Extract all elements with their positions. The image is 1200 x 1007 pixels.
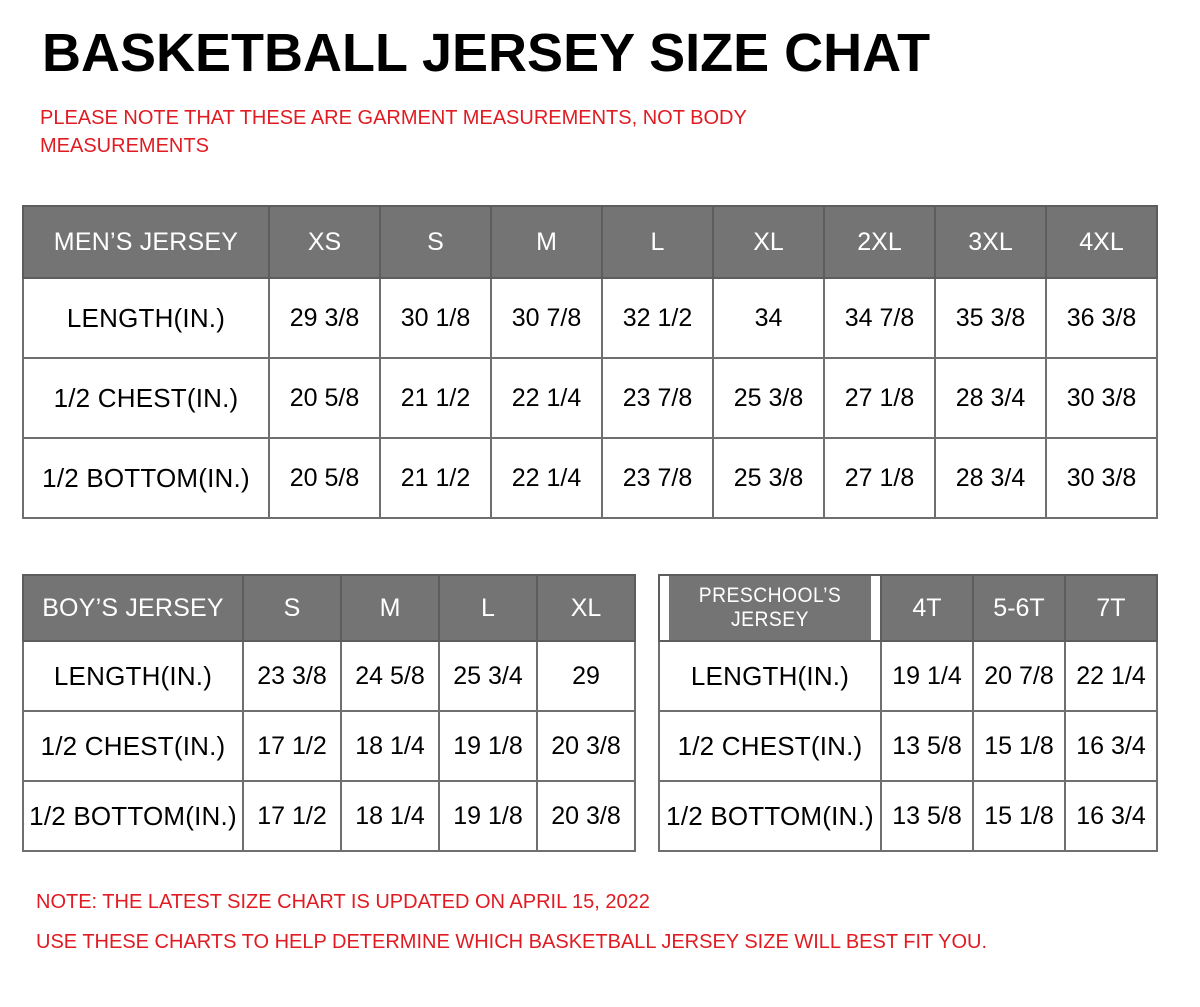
cell-length-xl: 34 [712, 277, 825, 359]
table-row: 1/2 BOTTOM(IN.) 20 5/8 21 1/2 22 1/4 23 … [22, 437, 1158, 519]
cell-bottom-m: 22 1/4 [490, 437, 603, 519]
boys-cell-length-s: 23 3/8 [242, 640, 342, 712]
preschool-column-header-5-6t: 5-6T [972, 574, 1066, 642]
cell-bottom-l: 23 7/8 [601, 437, 714, 519]
table-row: 1/2 BOTTOM(IN.) 13 5/8 15 1/8 16 3/4 [658, 780, 1158, 852]
boys-cell-bottom-s: 17 1/2 [242, 780, 342, 852]
table-row: 1/2 CHEST(IN.) 13 5/8 15 1/8 16 3/4 [658, 710, 1158, 782]
cell-length-xs: 29 3/8 [268, 277, 381, 359]
preschool-cell-bottom-7t: 16 3/4 [1064, 780, 1158, 852]
column-header-3xl: 3XL [934, 205, 1047, 279]
cell-bottom-2xl: 27 1/8 [823, 437, 936, 519]
preschool-cell-chest-4t: 13 5/8 [880, 710, 974, 782]
preschool-cell-length-5-6t: 20 7/8 [972, 640, 1066, 712]
boys-row-label-length: LENGTH(IN.) [22, 640, 244, 712]
table-header-row: BOY’S JERSEY S M L XL [22, 574, 636, 642]
cell-chest-s: 21 1/2 [379, 357, 492, 439]
cell-bottom-xs: 20 5/8 [268, 437, 381, 519]
row-label-half-chest: 1/2 CHEST(IN.) [22, 357, 270, 439]
table-row: 1/2 CHEST(IN.) 20 5/8 21 1/2 22 1/4 23 7… [22, 357, 1158, 439]
preschool-cell-length-4t: 19 1/4 [880, 640, 974, 712]
page-title: BASKETBALL JERSEY SIZE CHAT [42, 23, 931, 83]
table-header-row: MEN’S JERSEY XS S M L XL 2XL 3XL 4XL [22, 205, 1158, 279]
cell-chest-xl: 25 3/8 [712, 357, 825, 439]
boys-cell-length-xl: 29 [536, 640, 636, 712]
column-header-xs: XS [268, 205, 381, 279]
table-header-row: PRESCHOOL’S JERSEY 4T 5-6T 7T [659, 574, 1158, 642]
preschool-cell-chest-5-6t: 15 1/8 [972, 710, 1066, 782]
mens-jersey-header-label: MEN’S JERSEY [22, 205, 270, 279]
boys-cell-length-m: 24 5/8 [340, 640, 440, 712]
cell-length-4xl: 36 3/8 [1045, 277, 1158, 359]
cell-bottom-4xl: 30 3/8 [1045, 437, 1158, 519]
cell-chest-3xl: 28 3/4 [934, 357, 1047, 439]
table-row: 1/2 CHEST(IN.) 17 1/2 18 1/4 19 1/8 20 3… [22, 710, 636, 782]
preschool-jersey-header-label: PRESCHOOL’S JERSEY [666, 574, 874, 642]
cell-chest-xs: 20 5/8 [268, 357, 381, 439]
mens-jersey-size-table: MEN’S JERSEY XS S M L XL 2XL 3XL 4XL LEN… [22, 205, 1158, 519]
boys-column-header-m: M [340, 574, 440, 642]
column-header-xl: XL [712, 205, 825, 279]
column-header-m: M [490, 205, 603, 279]
cell-bottom-s: 21 1/2 [379, 437, 492, 519]
last-updated-note: NOTE: THE LATEST SIZE CHART IS UPDATED O… [36, 891, 650, 913]
boys-cell-bottom-xl: 20 3/8 [536, 780, 636, 852]
boys-row-label-half-bottom: 1/2 BOTTOM(IN.) [22, 780, 244, 852]
cell-chest-2xl: 27 1/8 [823, 357, 936, 439]
table-row: LENGTH(IN.) 19 1/4 20 7/8 22 1/4 [658, 640, 1158, 712]
cell-length-3xl: 35 3/8 [934, 277, 1047, 359]
boys-column-header-xl: XL [536, 574, 636, 642]
cell-length-l: 32 1/2 [601, 277, 714, 359]
cell-length-m: 30 7/8 [490, 277, 603, 359]
boys-cell-bottom-m: 18 1/4 [340, 780, 440, 852]
column-header-s: S [379, 205, 492, 279]
table-row: 1/2 BOTTOM(IN.) 17 1/2 18 1/4 19 1/8 20 … [22, 780, 636, 852]
cell-bottom-3xl: 28 3/4 [934, 437, 1047, 519]
boys-cell-chest-m: 18 1/4 [340, 710, 440, 782]
preschool-column-header-4t: 4T [880, 574, 974, 642]
boys-cell-chest-l: 19 1/8 [438, 710, 538, 782]
cell-length-2xl: 34 7/8 [823, 277, 936, 359]
garment-measurement-note: PLEASE NOTE THAT THESE ARE GARMENT MEASU… [40, 107, 747, 157]
preschool-column-header-7t: 7T [1064, 574, 1158, 642]
preschool-cell-bottom-5-6t: 15 1/8 [972, 780, 1066, 852]
boys-row-label-half-chest: 1/2 CHEST(IN.) [22, 710, 244, 782]
table-row: LENGTH(IN.) 29 3/8 30 1/8 30 7/8 32 1/2 … [22, 277, 1158, 359]
preschool-jersey-size-table: PRESCHOOL’S JERSEY 4T 5-6T 7T LENGTH(IN.… [658, 574, 1158, 852]
boys-jersey-header-label: BOY’S JERSEY [22, 574, 244, 642]
row-label-half-bottom: 1/2 BOTTOM(IN.) [22, 437, 270, 519]
boys-cell-chest-xl: 20 3/8 [536, 710, 636, 782]
preschool-cell-bottom-4t: 13 5/8 [880, 780, 974, 852]
boys-cell-bottom-l: 19 1/8 [438, 780, 538, 852]
usage-guidance-note: USE THESE CHARTS TO HELP DETERMINE WHICH… [36, 931, 987, 953]
cell-chest-m: 22 1/4 [490, 357, 603, 439]
preschool-row-label-length: LENGTH(IN.) [658, 640, 882, 712]
column-header-4xl: 4XL [1045, 205, 1158, 279]
boys-jersey-size-table: BOY’S JERSEY S M L XL LENGTH(IN.) 23 3/8… [22, 574, 636, 852]
boys-column-header-s: S [242, 574, 342, 642]
cell-chest-l: 23 7/8 [601, 357, 714, 439]
boys-cell-length-l: 25 3/4 [438, 640, 538, 712]
row-label-length: LENGTH(IN.) [22, 277, 270, 359]
preschool-row-label-half-chest: 1/2 CHEST(IN.) [658, 710, 882, 782]
boys-cell-chest-s: 17 1/2 [242, 710, 342, 782]
cell-chest-4xl: 30 3/8 [1045, 357, 1158, 439]
preschool-cell-chest-7t: 16 3/4 [1064, 710, 1158, 782]
cell-bottom-xl: 25 3/8 [712, 437, 825, 519]
table-row: LENGTH(IN.) 23 3/8 24 5/8 25 3/4 29 [22, 640, 636, 712]
boys-column-header-l: L [438, 574, 538, 642]
preschool-row-label-half-bottom: 1/2 BOTTOM(IN.) [658, 780, 882, 852]
cell-length-s: 30 1/8 [379, 277, 492, 359]
column-header-2xl: 2XL [823, 205, 936, 279]
preschool-cell-length-7t: 22 1/4 [1064, 640, 1158, 712]
column-header-l: L [601, 205, 714, 279]
